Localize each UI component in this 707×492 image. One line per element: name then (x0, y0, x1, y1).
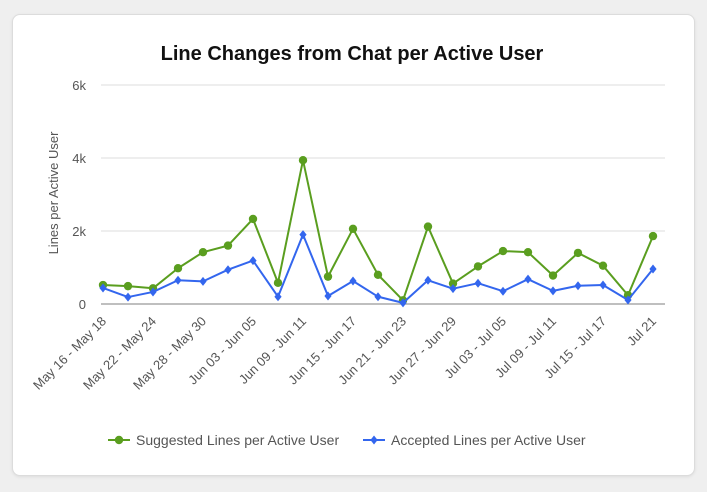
data-point[interactable] (549, 286, 557, 296)
data-point[interactable] (523, 247, 533, 257)
data-point[interactable] (298, 155, 308, 165)
data-point[interactable] (273, 278, 283, 288)
data-point[interactable] (249, 256, 257, 266)
y-axis-ticks: 0 2k 4k 6k (72, 78, 86, 312)
y-tick-label: 0 (79, 297, 86, 312)
series-suggested (98, 155, 658, 305)
y-tick-label: 6k (72, 78, 86, 93)
data-point[interactable] (224, 265, 232, 275)
data-point[interactable] (473, 262, 483, 271)
series (98, 155, 658, 308)
data-point[interactable] (624, 295, 632, 305)
data-point[interactable] (348, 224, 358, 234)
data-point[interactable] (223, 241, 233, 250)
chart-title: Line Changes from Chat per Active User (161, 43, 544, 65)
y-axis-label: Lines per Active User (46, 131, 61, 255)
series-line (102, 159, 654, 302)
data-point[interactable] (248, 214, 258, 224)
data-point[interactable] (173, 264, 183, 273)
data-point[interactable] (274, 292, 282, 302)
data-point[interactable] (324, 291, 332, 301)
data-point[interactable] (648, 231, 658, 241)
data-point[interactable] (474, 278, 482, 288)
legend-item-suggested[interactable]: Suggested Lines per Active User (108, 432, 339, 448)
data-point[interactable] (423, 222, 433, 231)
line-chart: Line Changes from Chat per Active User 0… (30, 43, 665, 448)
data-point[interactable] (499, 286, 507, 296)
data-point[interactable] (448, 279, 458, 288)
data-point[interactable] (323, 272, 333, 281)
data-point[interactable] (573, 248, 583, 258)
legend-marker (370, 435, 378, 445)
series-accepted (99, 230, 657, 308)
y-tick-label: 4k (72, 151, 86, 166)
data-point[interactable] (198, 247, 208, 257)
data-point[interactable] (349, 276, 357, 286)
data-point[interactable] (574, 281, 582, 291)
gridlines (101, 84, 665, 305)
data-point[interactable] (199, 276, 207, 286)
data-point[interactable] (449, 284, 457, 294)
data-point[interactable] (123, 281, 133, 291)
legend-label: Suggested Lines per Active User (136, 432, 339, 448)
data-point[interactable] (649, 264, 657, 274)
legend-label: Accepted Lines per Active User (391, 432, 586, 448)
data-point[interactable] (548, 271, 558, 280)
legend-marker (114, 435, 124, 445)
chart-card: Line Changes from Chat per Active User 0… (12, 14, 695, 476)
y-tick-label: 2k (72, 224, 86, 239)
data-point[interactable] (424, 275, 432, 285)
data-point[interactable] (99, 283, 107, 293)
data-point[interactable] (174, 275, 182, 285)
data-point[interactable] (149, 287, 157, 297)
x-tick-label: Jul 21 (624, 314, 659, 349)
data-point[interactable] (599, 280, 607, 290)
data-point[interactable] (524, 274, 532, 284)
data-point[interactable] (373, 270, 383, 279)
data-point[interactable] (598, 261, 608, 270)
data-point[interactable] (124, 292, 132, 302)
data-point[interactable] (399, 298, 407, 308)
data-point[interactable] (498, 246, 508, 256)
data-point[interactable] (299, 230, 307, 240)
legend[interactable]: Suggested Lines per Active User Accepted … (108, 432, 586, 448)
legend-item-accepted[interactable]: Accepted Lines per Active User (363, 432, 586, 448)
data-point[interactable] (374, 292, 382, 302)
